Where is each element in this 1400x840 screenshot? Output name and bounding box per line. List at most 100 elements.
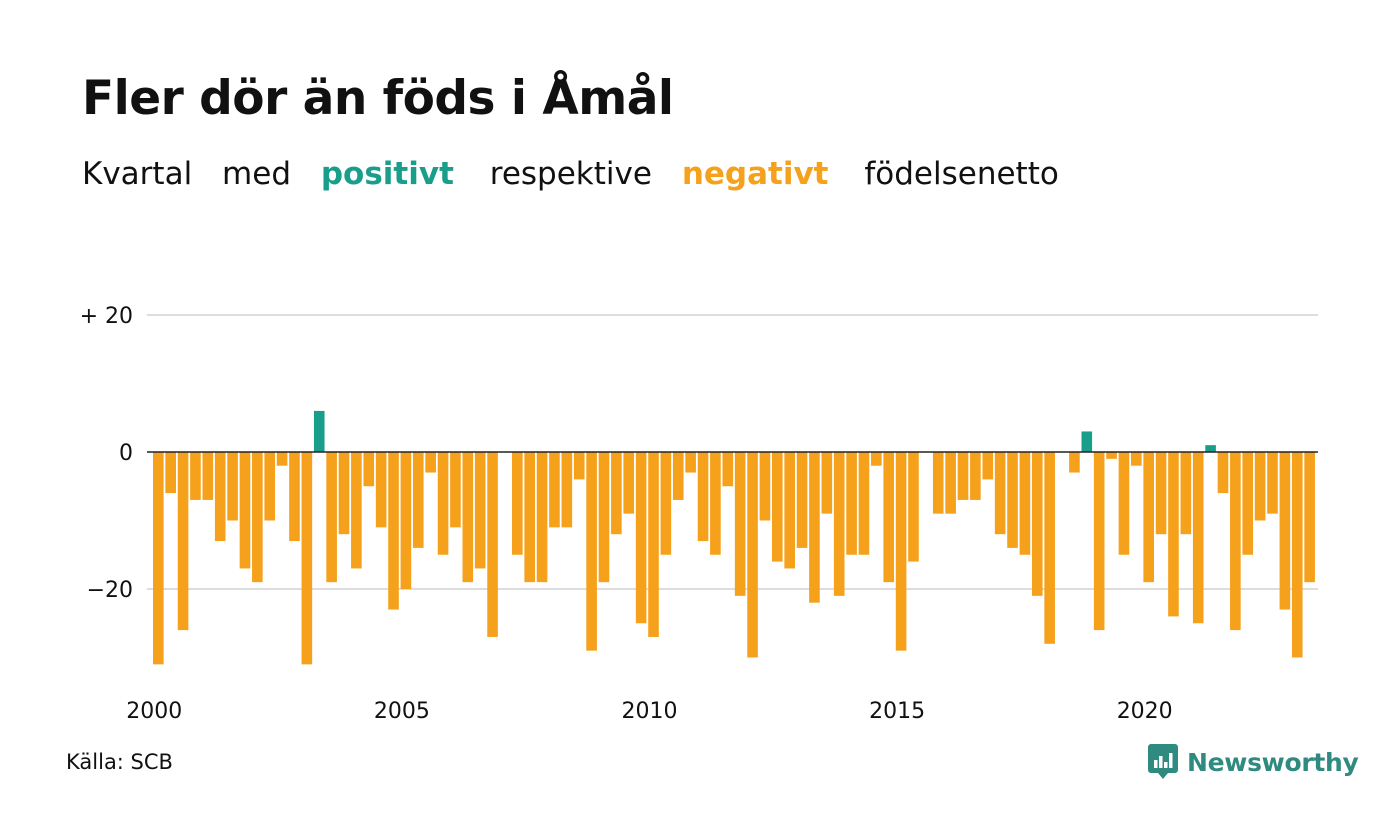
bar-negative: [672, 452, 684, 500]
bar-negative: [524, 452, 535, 583]
bar-negative: [375, 452, 387, 528]
subtitle-positive-label: positivt: [320, 156, 454, 192]
bar-negative: [536, 452, 548, 583]
bar-negative: [1267, 452, 1278, 514]
x-tick-label: 2000: [126, 699, 182, 724]
bar-negative: [685, 452, 696, 473]
bar-negative: [351, 452, 362, 569]
bar-negative: [1007, 452, 1018, 548]
bar-negative: [165, 452, 176, 494]
subtitle-text-med: med: [222, 156, 291, 192]
bar-negative: [462, 452, 474, 583]
bar-negative: [982, 452, 994, 480]
bar-layer: [153, 410, 1315, 665]
bar-negative: [153, 452, 164, 665]
bar-negative: [239, 452, 251, 569]
bar-negative: [338, 452, 350, 535]
bar-negative: [1180, 452, 1192, 535]
bar-negative: [957, 452, 969, 500]
bar-negative: [883, 452, 895, 583]
subtitle-text-fodelsenetto: födelsenetto: [864, 156, 1059, 192]
bar-negative: [289, 452, 300, 542]
bar-negative: [276, 452, 288, 466]
bar-negative: [1131, 452, 1142, 466]
bar-negative: [1254, 452, 1266, 521]
subtitle-text-kvartal: Kvartal: [82, 156, 193, 192]
bar-negative: [487, 452, 498, 637]
bar-negative: [1242, 452, 1254, 555]
newsworthy-logo: Newsworthy: [1148, 744, 1359, 780]
bar-negative: [586, 452, 597, 651]
bar-negative: [598, 452, 610, 583]
bar-negative: [821, 452, 833, 514]
axis-layer: + 20 0 −20 2000 2005 2010 2015 2020: [80, 304, 1318, 724]
bar-negative: [697, 452, 709, 542]
bar-negative: [363, 452, 375, 487]
bar-negative: [945, 452, 956, 514]
bar-negative: [932, 452, 944, 514]
x-tick-label: 2010: [622, 699, 678, 724]
bar-negative: [809, 452, 820, 603]
bar-negative: [1044, 452, 1055, 644]
bar-negative: [994, 452, 1006, 535]
brand-name: Newsworthy: [1187, 747, 1359, 777]
bar-negative: [425, 452, 436, 473]
bar-negative: [1217, 452, 1229, 494]
bar-negative: [1155, 452, 1167, 535]
bar-negative: [908, 452, 919, 562]
bar-negative: [202, 452, 214, 500]
bar-negative: [871, 452, 882, 466]
bar-negative: [833, 452, 845, 596]
bar-positive: [1081, 431, 1093, 452]
y-tick-label: −20: [87, 578, 133, 603]
bar-negative: [895, 452, 907, 651]
x-tick-label: 2015: [869, 699, 925, 724]
bar-negative: [1106, 452, 1117, 459]
bar-negative: [648, 452, 659, 637]
bar-negative: [252, 452, 263, 583]
bar-positive: [313, 410, 325, 452]
newsworthy-logo-icon: [1148, 744, 1178, 779]
bar-negative: [710, 452, 721, 555]
bar-negative: [1192, 452, 1204, 624]
bar-negative: [611, 452, 622, 535]
x-tick-label: 2005: [374, 699, 430, 724]
bar-negative: [858, 452, 870, 555]
bar-negative: [1230, 452, 1241, 631]
bar-positive: [1205, 445, 1216, 452]
bar-negative: [190, 452, 201, 500]
bar-negative: [1304, 452, 1315, 583]
bar-negative: [846, 452, 857, 555]
bar-negative: [1279, 452, 1291, 610]
bar-negative: [796, 452, 808, 548]
bar-negative: [264, 452, 276, 521]
bar-negative: [1019, 452, 1031, 555]
bar-negative: [450, 452, 461, 528]
bar-negative: [326, 452, 337, 583]
bar-negative: [635, 452, 647, 624]
bar-negative: [400, 452, 412, 589]
bar-negative: [1291, 452, 1303, 658]
bar-negative: [1168, 452, 1179, 617]
chart-title: Fler dör än föds i Åmål: [82, 71, 674, 126]
bar-negative: [227, 452, 238, 521]
chart-subtitle: Kvartal med positivt respektive negativt…: [82, 156, 1079, 193]
bar-negative: [734, 452, 746, 596]
bar-negative: [1031, 452, 1043, 596]
bar-negative: [784, 452, 795, 569]
grid-layer: [147, 314, 1318, 590]
bar-negative: [1069, 452, 1080, 473]
bar-negative: [412, 452, 424, 548]
bar-negative: [759, 452, 771, 521]
bar-negative: [722, 452, 734, 487]
bar-negative: [437, 452, 449, 555]
bar-negative: [474, 452, 486, 569]
subtitle-negative-label: negativt: [681, 156, 829, 192]
bar-negative: [1093, 452, 1105, 631]
y-tick-label: 0: [119, 441, 133, 466]
bar-negative: [177, 452, 189, 631]
bar-negative: [747, 452, 758, 658]
bar-negative: [549, 452, 560, 528]
bar-negative: [660, 452, 672, 555]
